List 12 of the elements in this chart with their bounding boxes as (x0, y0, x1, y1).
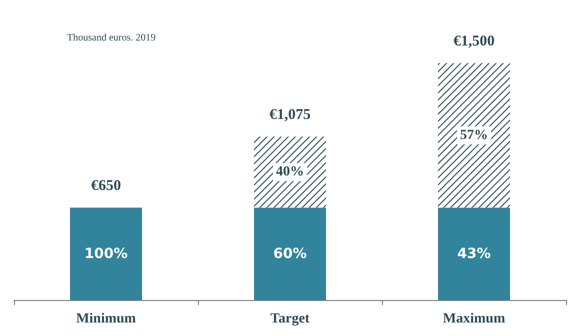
text: €1,500 (453, 34, 495, 50)
annotation: 100% (84, 246, 128, 262)
annotation: €650 (91, 178, 121, 194)
annotation: 43% (457, 246, 491, 262)
annotation: 60% (273, 246, 307, 262)
chart-subtitle: Thousand euros. 2019 (67, 32, 156, 44)
x-tick-label: Minimum (76, 312, 136, 326)
annotation: 57% (460, 128, 488, 143)
annotation: €1,075 (269, 107, 311, 124)
annotation: 40% (276, 164, 304, 180)
x-tick-label: Target (270, 312, 310, 326)
x-tick-label: Maximum (442, 312, 506, 326)
